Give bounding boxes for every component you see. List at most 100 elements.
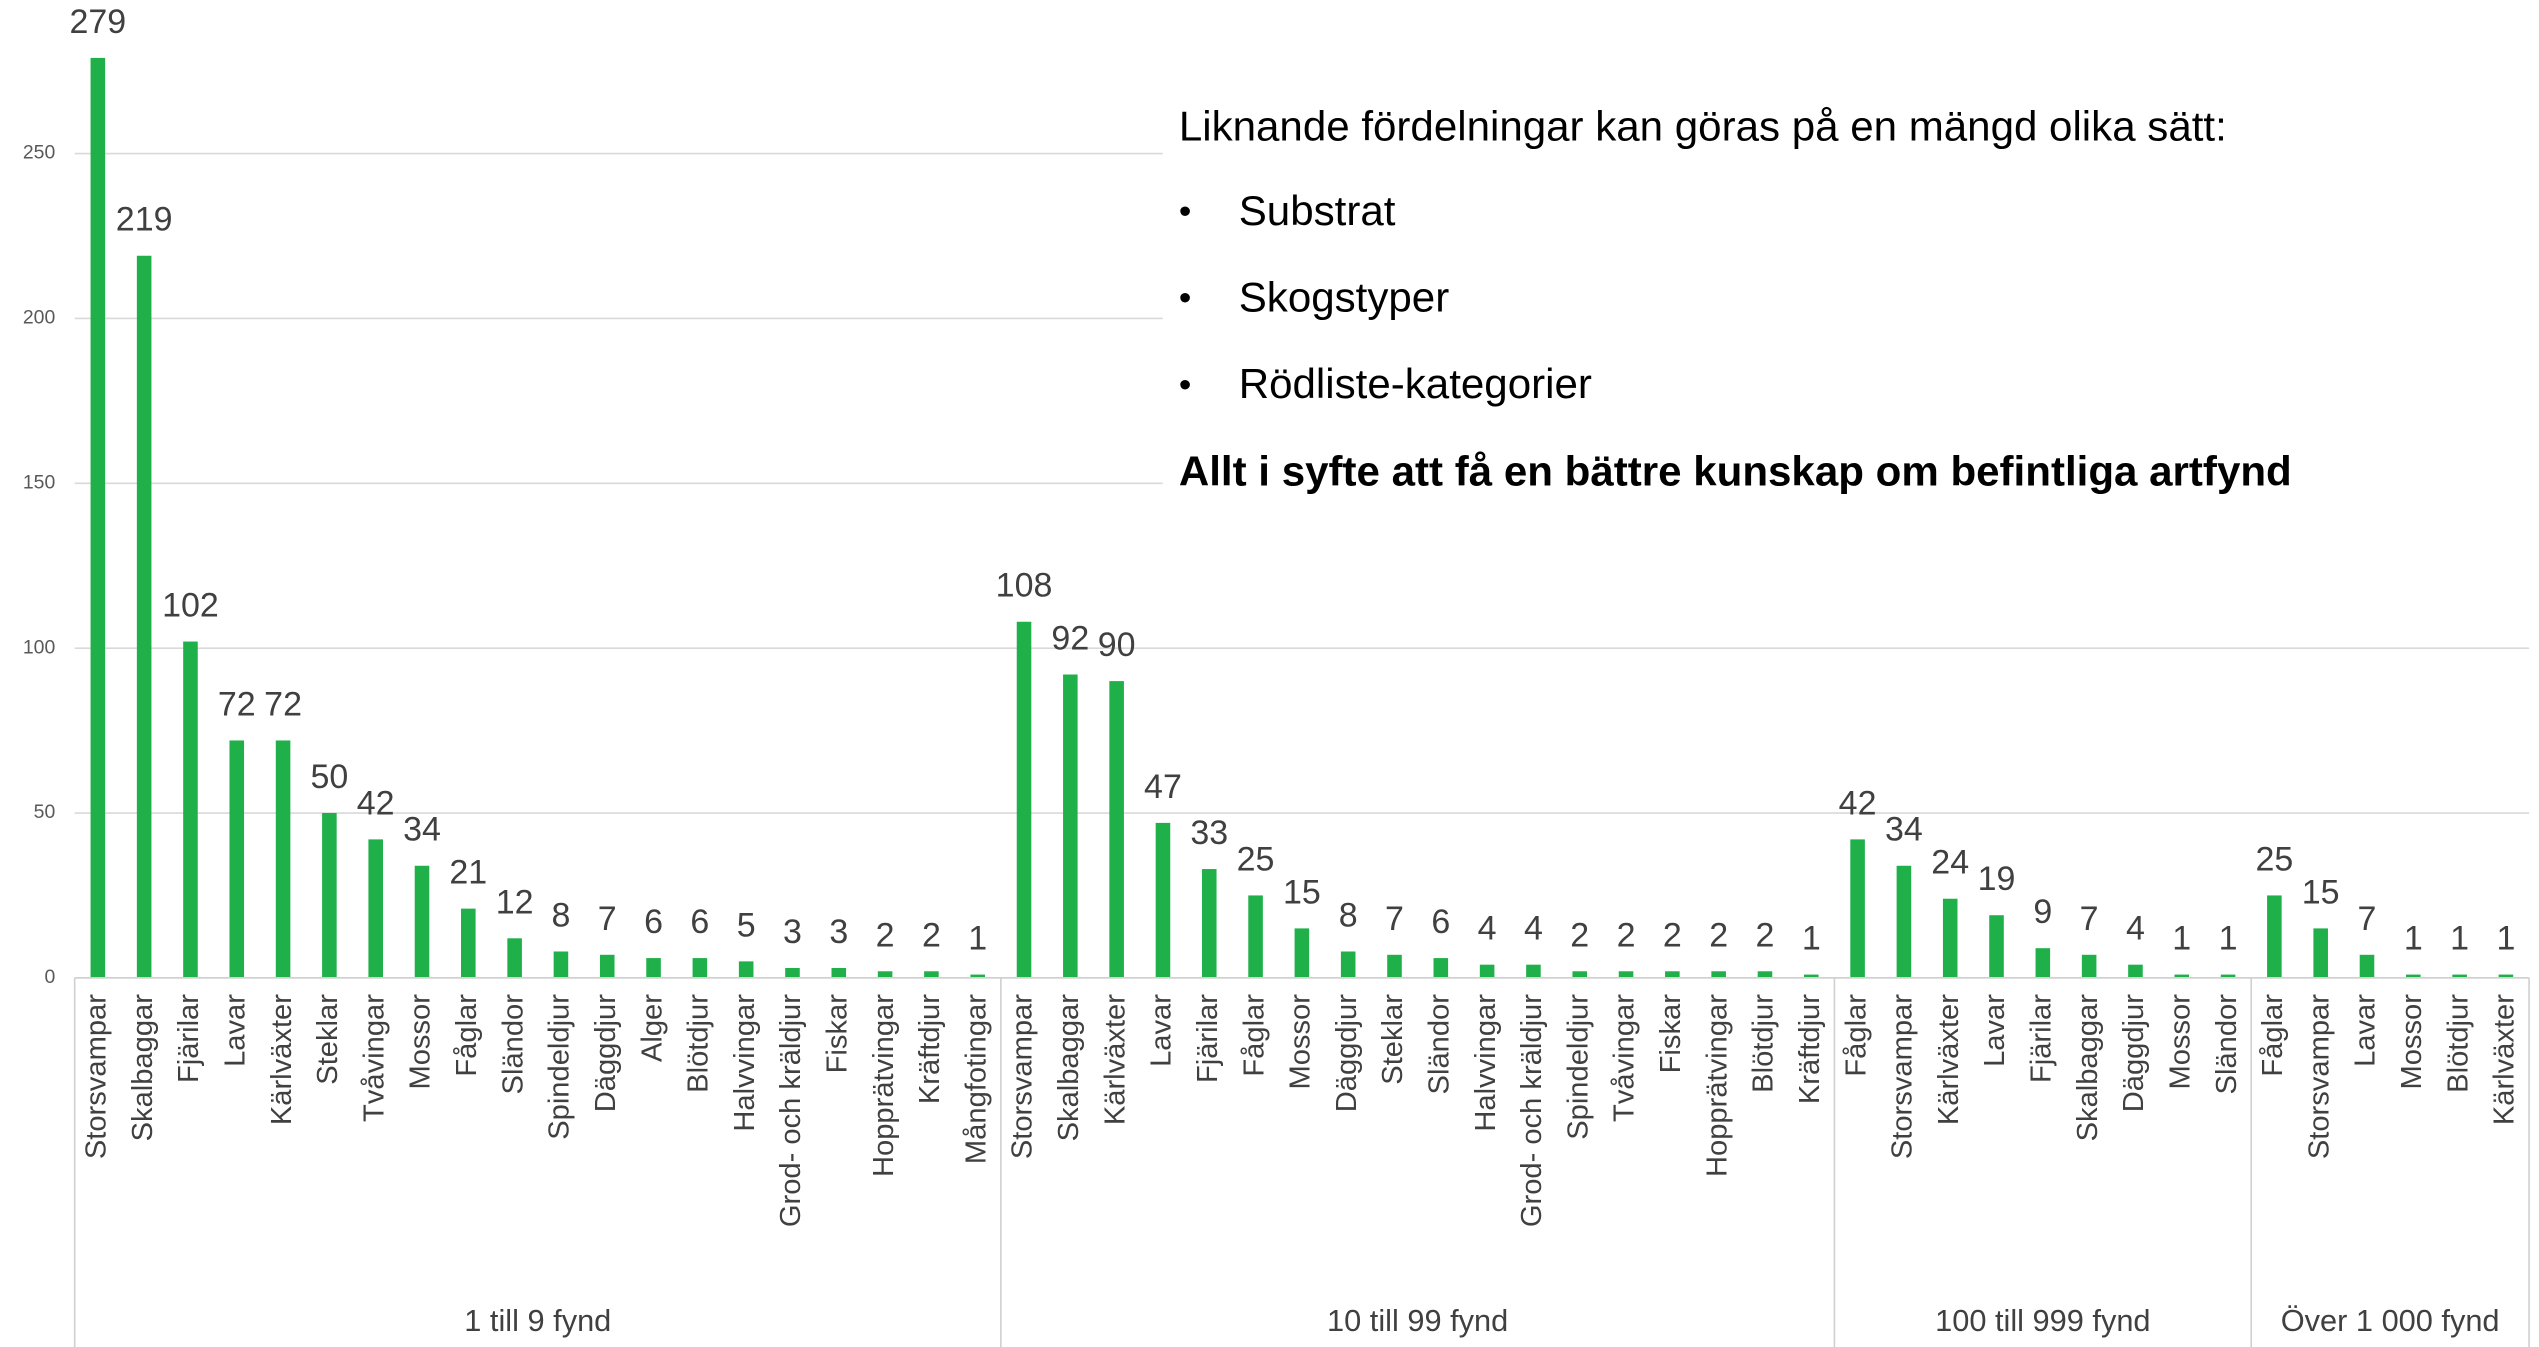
bar: [1294, 928, 1310, 978]
value-label: 2: [876, 916, 895, 954]
bar: [2452, 974, 2467, 978]
bar: [646, 958, 661, 978]
bar: [1387, 954, 1402, 978]
value-label: 279: [69, 3, 126, 41]
bar: [1016, 621, 1032, 978]
x-tick-label: Fiskar: [1655, 994, 1687, 1074]
value-label: 7: [2080, 900, 2099, 938]
x-tick-label: Hopprätvingar: [1701, 994, 1733, 1177]
x-tick-label: Lavar: [1979, 994, 2011, 1067]
bar: [1665, 971, 1680, 978]
value-label: 3: [783, 913, 802, 951]
bullet-dot: •: [1179, 278, 1191, 318]
annotation-conclusion: Allt i syfte att få en bättre kunskap om…: [1179, 447, 2292, 494]
bar: [183, 641, 198, 978]
value-label: 7: [1385, 900, 1404, 938]
x-tick-label: Sländor: [1424, 994, 1456, 1095]
x-tick-label: Hopprätvingar: [868, 994, 900, 1177]
value-label: 7: [598, 900, 617, 938]
value-label: 15: [2302, 873, 2340, 911]
value-label: 8: [551, 896, 570, 934]
value-label: 92: [1051, 620, 1089, 658]
x-tick-label: Fiskar: [821, 994, 853, 1074]
value-label: 1: [2172, 920, 2191, 958]
value-label: 34: [403, 811, 441, 849]
value-label: 219: [116, 201, 173, 239]
value-label: 90: [1098, 626, 1136, 664]
bar: [831, 967, 847, 978]
bar: [785, 967, 800, 978]
x-tick-label: Skalbaggar: [2072, 994, 2104, 1142]
x-tick-label: Grod- och kräldjur: [775, 994, 807, 1227]
x-tick-label: Kärlväxter: [1099, 994, 1131, 1125]
x-tick-label: Kärlväxter: [1933, 994, 1965, 1125]
y-tick-label: 0: [44, 966, 55, 988]
x-tick-label: Lavar: [2350, 994, 2382, 1067]
x-tick-label: Lavar: [1146, 994, 1178, 1067]
x-tick-label: Blötdjur: [683, 994, 715, 1093]
value-label: 6: [1431, 903, 1450, 941]
x-tick-label: Storsvampar: [2303, 994, 2335, 1159]
bar: [1989, 915, 2004, 978]
x-tick-label: Fåglar: [451, 994, 483, 1077]
value-label: 1: [2496, 920, 2515, 958]
value-label: 50: [310, 758, 348, 796]
bar: [2498, 974, 2514, 978]
value-label: 6: [690, 903, 709, 941]
bar: [1340, 951, 1356, 978]
x-tick-label: Tvåvingar: [358, 994, 390, 1122]
annotation-bullet: Skogstyper: [1239, 273, 1450, 320]
value-label: 2: [922, 916, 941, 954]
bar: [2406, 974, 2421, 978]
annotation-background: [1162, 89, 2531, 510]
bar: [2220, 974, 2236, 978]
value-label: 102: [162, 587, 219, 625]
value-label: 33: [1190, 814, 1228, 852]
x-tick-label: Mossor: [405, 994, 437, 1090]
bar: [970, 974, 986, 978]
bar: [877, 971, 893, 978]
bar: [738, 961, 754, 978]
x-tick-label: Sländor: [497, 994, 529, 1095]
x-tick-label: Steklar: [1377, 994, 1409, 1085]
value-label: 47: [1144, 768, 1182, 806]
value-label: 25: [1237, 840, 1275, 878]
bar: [507, 938, 522, 978]
x-tick-label: Halvvingar: [1470, 994, 1502, 1132]
x-tick-label: Kräftdjur: [1794, 994, 1826, 1104]
bar: [2174, 974, 2190, 978]
group-label: 1 till 9 fynd: [464, 1303, 611, 1338]
bar: [2035, 948, 2051, 978]
bar: [1063, 674, 1078, 978]
value-label: 6: [644, 903, 663, 941]
value-label: 1: [2450, 920, 2469, 958]
value-label: 4: [1478, 910, 1497, 948]
bar: [1526, 964, 1541, 978]
value-label: 72: [218, 685, 256, 723]
bar: [2081, 954, 2097, 978]
x-tick-label: Skalbaggar: [127, 994, 159, 1142]
value-label: 2: [1617, 916, 1636, 954]
bar: [1433, 958, 1449, 978]
bar: [2128, 964, 2143, 978]
x-tick-label: Storsvampar: [1887, 994, 1919, 1159]
value-label: 9: [2033, 893, 2052, 931]
group-label: 10 till 99 fynd: [1327, 1303, 1508, 1338]
value-label: 21: [449, 854, 487, 892]
bar: [1248, 895, 1263, 978]
value-label: 1: [2219, 920, 2238, 958]
bar: [1109, 681, 1124, 978]
group-label: Över 1 000 fynd: [2281, 1303, 2500, 1338]
bar: [1757, 971, 1773, 978]
value-label: 1: [1802, 920, 1821, 958]
annotation-text: Liknande fördelningar kan göras på en mä…: [1179, 103, 2227, 150]
x-tick-label: Alger: [636, 994, 668, 1062]
x-tick-label: Storsvampar: [81, 994, 113, 1159]
bar: [1479, 964, 1495, 978]
x-tick-label: Fjärilar: [2026, 994, 2058, 1083]
value-label: 25: [2255, 840, 2293, 878]
group-label: 100 till 999 fynd: [1935, 1303, 2150, 1338]
annotation-bullet: Substrat: [1239, 187, 1396, 234]
bar: [322, 813, 337, 978]
